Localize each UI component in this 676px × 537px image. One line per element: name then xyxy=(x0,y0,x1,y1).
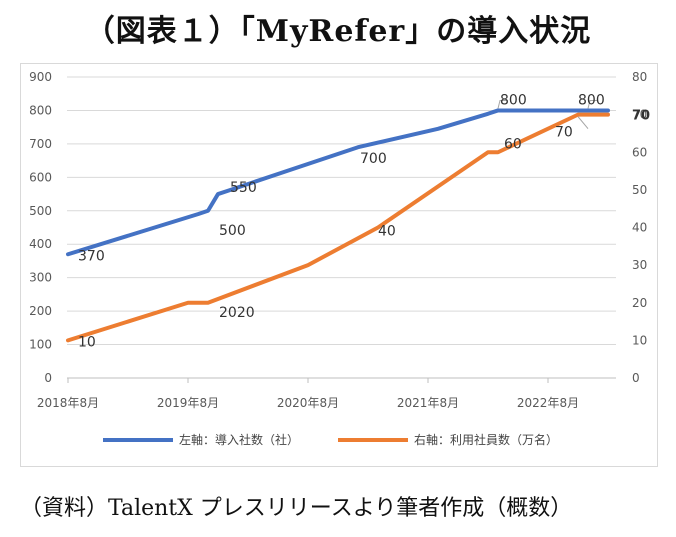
x-axis-ticks: 2018年8月 2019年8月 2020年8月 2021年8月 2022年8月 xyxy=(37,378,579,410)
right-tick-label: 30 xyxy=(632,258,647,272)
data-label: 800 xyxy=(578,92,605,108)
x-tick-label: 2020年8月 xyxy=(277,396,339,410)
left-tick-label: 500 xyxy=(29,204,52,218)
right-tick-label: 70 xyxy=(632,108,647,122)
data-label: 800 xyxy=(500,92,527,108)
x-tick-label: 2021年8月 xyxy=(397,396,459,410)
data-label: 700 xyxy=(360,151,387,167)
data-label: 370 xyxy=(78,248,105,264)
x-tick-label: 2022年8月 xyxy=(517,396,579,410)
legend-label: 左軸：導入社数（社） xyxy=(179,432,299,447)
series-line xyxy=(66,108,610,257)
data-label: 70 xyxy=(555,125,573,141)
label-leader xyxy=(587,99,597,109)
legend-label: 右軸：利用社員数（万名） xyxy=(414,432,558,447)
left-tick-label: 0 xyxy=(44,371,52,385)
right-axis-ticks: 0 10 20 30 40 50 60 70 80 xyxy=(632,70,647,385)
left-tick-label: 600 xyxy=(29,170,52,184)
right-tick-label: 50 xyxy=(632,183,647,197)
gridlines xyxy=(67,76,616,379)
left-tick-label: 700 xyxy=(29,137,52,151)
data-label: 500 xyxy=(219,223,246,239)
right-tick-label: 10 xyxy=(632,333,647,347)
right-tick-label: 20 xyxy=(632,296,647,310)
x-tick-label: 2019年8月 xyxy=(157,396,219,410)
data-label: 40 xyxy=(378,224,396,240)
right-tick-label: 80 xyxy=(632,70,647,84)
right-tick-label: 60 xyxy=(632,145,647,159)
left-tick-label: 100 xyxy=(29,338,52,352)
right-tick-label: 0 xyxy=(632,371,640,385)
x-tick-label: 2018年8月 xyxy=(37,396,99,410)
right-tick-label: 40 xyxy=(632,221,647,235)
series-line xyxy=(66,112,610,343)
data-labels: 370 500 550 700 800 800 10 2020 40 60 70 70 xyxy=(78,92,650,350)
chart-legend: 左軸：導入社数（社） 右軸：利用社員数（万名） xyxy=(103,432,558,447)
label-leader xyxy=(497,99,507,109)
chart-panel xyxy=(20,63,658,467)
series-lines xyxy=(66,108,610,343)
left-tick-label: 900 xyxy=(29,70,52,84)
left-axis-ticks: 0 100 200 300 400 500 600 700 800 900 xyxy=(29,70,52,385)
data-label: 10 xyxy=(78,334,96,350)
data-label: 2020 xyxy=(219,305,255,321)
left-tick-label: 300 xyxy=(29,271,52,285)
label-leader xyxy=(577,116,589,129)
left-tick-label: 400 xyxy=(29,237,52,251)
left-tick-label: 200 xyxy=(29,304,52,318)
chart-title: （図表１）「MyRefer」の導入状況 xyxy=(84,14,592,49)
source-note: （資料）TalentX プレスリリースより筆者作成（概数） xyxy=(20,496,573,521)
left-tick-label: 800 xyxy=(29,103,52,117)
end-data-label: 70 xyxy=(632,109,650,124)
data-label: 550 xyxy=(230,180,257,196)
data-label: 60 xyxy=(504,136,522,152)
